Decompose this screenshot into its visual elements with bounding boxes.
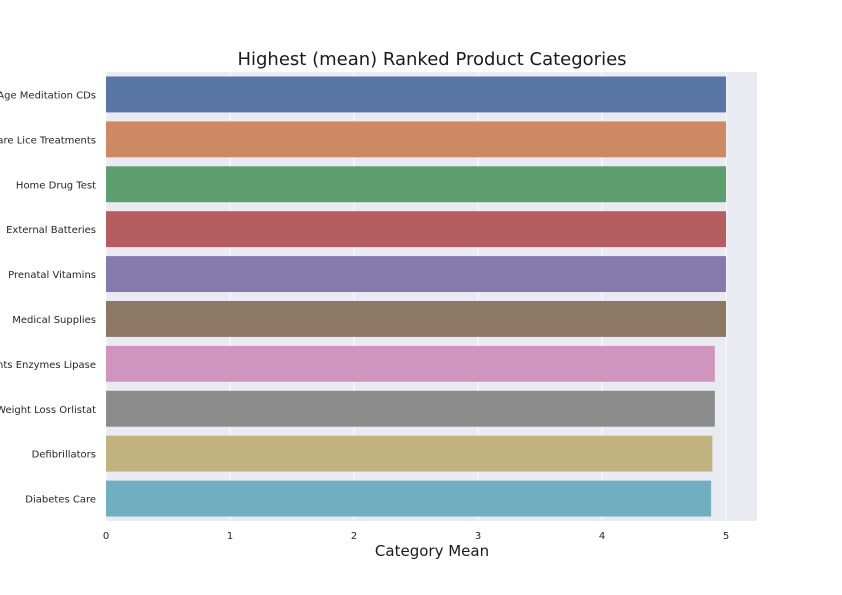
x-tick-label: 5	[723, 531, 729, 542]
y-tick-label: Home Drug Test	[16, 180, 96, 191]
x-tick-label: 2	[351, 531, 357, 542]
chart-title: Highest (mean) Ranked Product Categories	[237, 49, 626, 70]
y-tick-label: New Age Meditation CDs	[0, 90, 96, 101]
bar	[106, 300, 726, 337]
y-tick-labels: New Age Meditation CDs Hair Care Lice Tre…	[0, 90, 96, 505]
y-tick-label: Diabetes Care	[25, 495, 96, 506]
x-tick-label: 3	[475, 531, 481, 542]
y-tick-label: Weight Loss Orlistat	[0, 405, 96, 416]
x-axis-title: Category Mean	[375, 542, 489, 560]
y-tick-label: Medical Supplies	[12, 315, 96, 326]
y-tick-label: Prenatal Vitamins	[8, 270, 96, 281]
bar	[106, 435, 713, 472]
y-tick-label: Defibrillators	[32, 450, 96, 461]
x-tick-label: 4	[599, 531, 605, 542]
x-tick-label: 0	[103, 531, 109, 542]
x-tick-label: 1	[227, 531, 233, 542]
bar	[106, 166, 726, 203]
bar	[106, 211, 726, 248]
bar	[106, 480, 712, 517]
y-tick-label: Digestive Supplements Enzymes Lipase	[0, 360, 96, 371]
bars	[106, 76, 726, 517]
bar	[106, 121, 726, 158]
y-tick-label: External Batteries	[6, 225, 96, 236]
bar	[106, 256, 726, 293]
y-tick-label: Hair Care Lice Treatments	[0, 135, 96, 146]
bar	[106, 390, 715, 427]
bar	[106, 76, 726, 113]
x-tick-labels: 0 1 2 3 4 5	[103, 531, 729, 542]
bar	[106, 345, 715, 382]
